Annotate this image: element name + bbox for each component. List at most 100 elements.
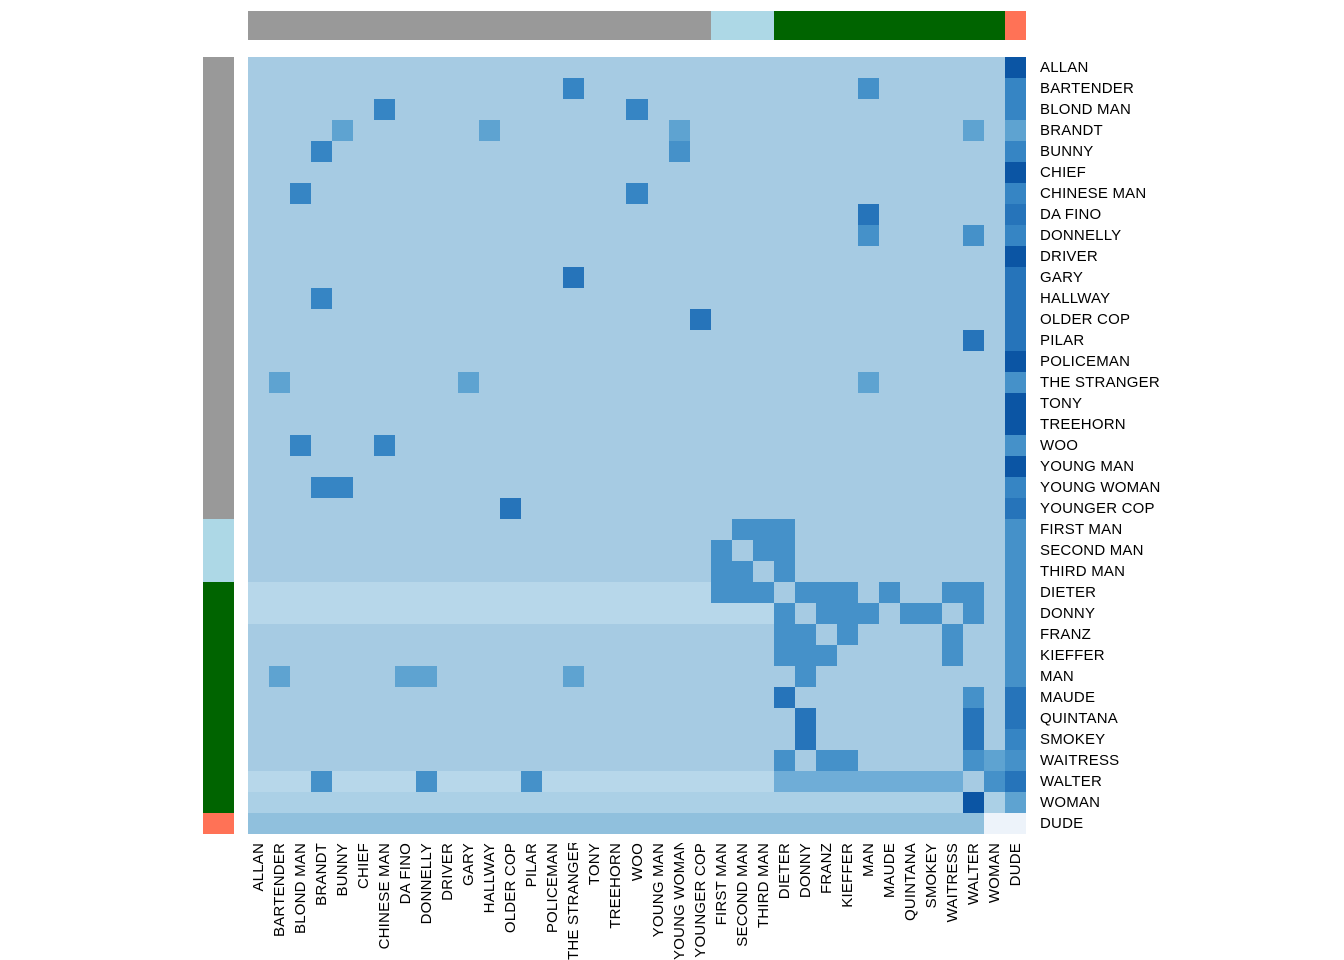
col-label: MAN — [860, 843, 877, 877]
heatmap-cell — [521, 792, 542, 813]
col-labels: ALLAN BARTENDER BLOND MAN BRANDT BUNNY CHIEF C… — [248, 843, 1026, 960]
row-label: FRANZ — [1040, 626, 1091, 643]
heatmap-cell — [1005, 351, 1026, 372]
heatmap-cell — [332, 603, 353, 624]
heatmap-cell — [374, 792, 395, 813]
heatmap-cell — [774, 687, 795, 708]
heatmap-cell — [963, 687, 984, 708]
row-label: CHINESE MAN — [1040, 185, 1147, 202]
heatmap-cell — [521, 582, 542, 603]
col-label: BLOND MAN — [292, 843, 309, 934]
heatmap-cell — [248, 813, 269, 834]
heatmap-cell — [563, 582, 584, 603]
heatmap-cell — [753, 519, 774, 540]
row-label: THE STRANGER — [1040, 374, 1160, 391]
heatmap-cell — [1005, 267, 1026, 288]
heatmap-cell — [669, 603, 690, 624]
col-label: KIEFFER — [839, 843, 856, 908]
heatmap-cell — [437, 582, 458, 603]
heatmap-cell — [605, 771, 626, 792]
heatmap-cell — [542, 603, 563, 624]
heatmap-cell — [626, 813, 648, 834]
heatmap-cell — [500, 603, 521, 624]
heatmap-cell — [1005, 435, 1026, 456]
heatmap-cell — [732, 561, 753, 582]
heatmap-cell — [732, 813, 753, 834]
row-label: DONNELLY — [1040, 227, 1122, 244]
heatmap-cell — [1005, 288, 1026, 309]
row-label: FIRST MAN — [1040, 521, 1123, 538]
heatmap-grid — [248, 57, 1026, 834]
heatmap-cell — [711, 582, 732, 603]
heatmap-cell — [774, 603, 795, 624]
row-label: DA FINO — [1040, 206, 1102, 223]
heatmap-cell — [563, 267, 584, 288]
heatmap-cell — [795, 582, 816, 603]
heatmap-cell — [458, 771, 479, 792]
heatmap-cell — [311, 477, 332, 498]
heatmap-cell — [795, 771, 816, 792]
heatmap-cell — [1005, 750, 1026, 771]
heatmap-cell — [648, 792, 669, 813]
heatmap-cell — [984, 771, 1005, 792]
heatmap-cell — [353, 771, 374, 792]
heatmap-cell — [1005, 225, 1026, 246]
heatmap-cell — [332, 792, 353, 813]
row-label: YOUNG WOMAN — [1040, 479, 1161, 496]
heatmap-cell — [984, 750, 1005, 771]
heatmap-cell — [353, 582, 374, 603]
heatmap-cell — [921, 792, 942, 813]
heatmap-cell — [626, 792, 648, 813]
heatmap-cell — [1005, 687, 1026, 708]
top-annotation-bar — [248, 11, 1026, 40]
heatmap-cell — [332, 771, 353, 792]
annotation-segment-lightblue-group — [711, 11, 774, 40]
heatmap-cell — [711, 540, 732, 561]
heatmap-cell — [984, 813, 1005, 834]
heatmap-cell — [269, 771, 290, 792]
heatmap-cell — [416, 813, 437, 834]
col-label: THE STRANGER — [565, 843, 582, 960]
col-label: TONY — [586, 843, 603, 886]
row-label: WAITRESS — [1040, 752, 1120, 769]
heatmap-cell — [290, 183, 311, 204]
heatmap-cell — [311, 603, 332, 624]
heatmap-cell — [774, 540, 795, 561]
col-label: OLDER COP — [502, 843, 519, 934]
heatmap-cell — [311, 792, 332, 813]
heatmap-cell — [732, 771, 753, 792]
row-label: KIEFFER — [1040, 647, 1105, 664]
heatmap-cell — [879, 813, 900, 834]
heatmap-cell — [437, 813, 458, 834]
heatmap-cell — [1005, 57, 1026, 78]
heatmap-cell — [669, 792, 690, 813]
heatmap-cell — [395, 666, 416, 687]
heatmap-cell — [963, 813, 984, 834]
heatmap-cell — [900, 813, 921, 834]
row-label: GARY — [1040, 269, 1084, 286]
heatmap-cell — [921, 603, 942, 624]
heatmap-cell — [753, 813, 774, 834]
heatmap-cell — [437, 771, 458, 792]
heatmap-cell — [626, 771, 648, 792]
col-label: SMOKEY — [923, 843, 940, 909]
heatmap-cell — [1005, 603, 1026, 624]
heatmap-cell — [311, 582, 332, 603]
heatmap-cell — [290, 582, 311, 603]
heatmap-cell — [479, 792, 500, 813]
heatmap-cell — [584, 603, 605, 624]
heatmap-cell — [1005, 309, 1026, 330]
heatmap-cell — [858, 771, 879, 792]
heatmap-cell — [500, 813, 521, 834]
heatmap-cell — [963, 225, 984, 246]
heatmap-cell — [1005, 246, 1026, 267]
heatmap-cell — [1005, 645, 1026, 666]
heatmap-cell — [963, 750, 984, 771]
heatmap-cell — [963, 582, 984, 603]
col-label: CHIEF — [355, 843, 372, 889]
col-label: DUDE — [1007, 843, 1024, 887]
heatmap-cell — [858, 372, 879, 393]
heatmap-cell — [690, 309, 711, 330]
heatmap-cell — [1005, 120, 1026, 141]
